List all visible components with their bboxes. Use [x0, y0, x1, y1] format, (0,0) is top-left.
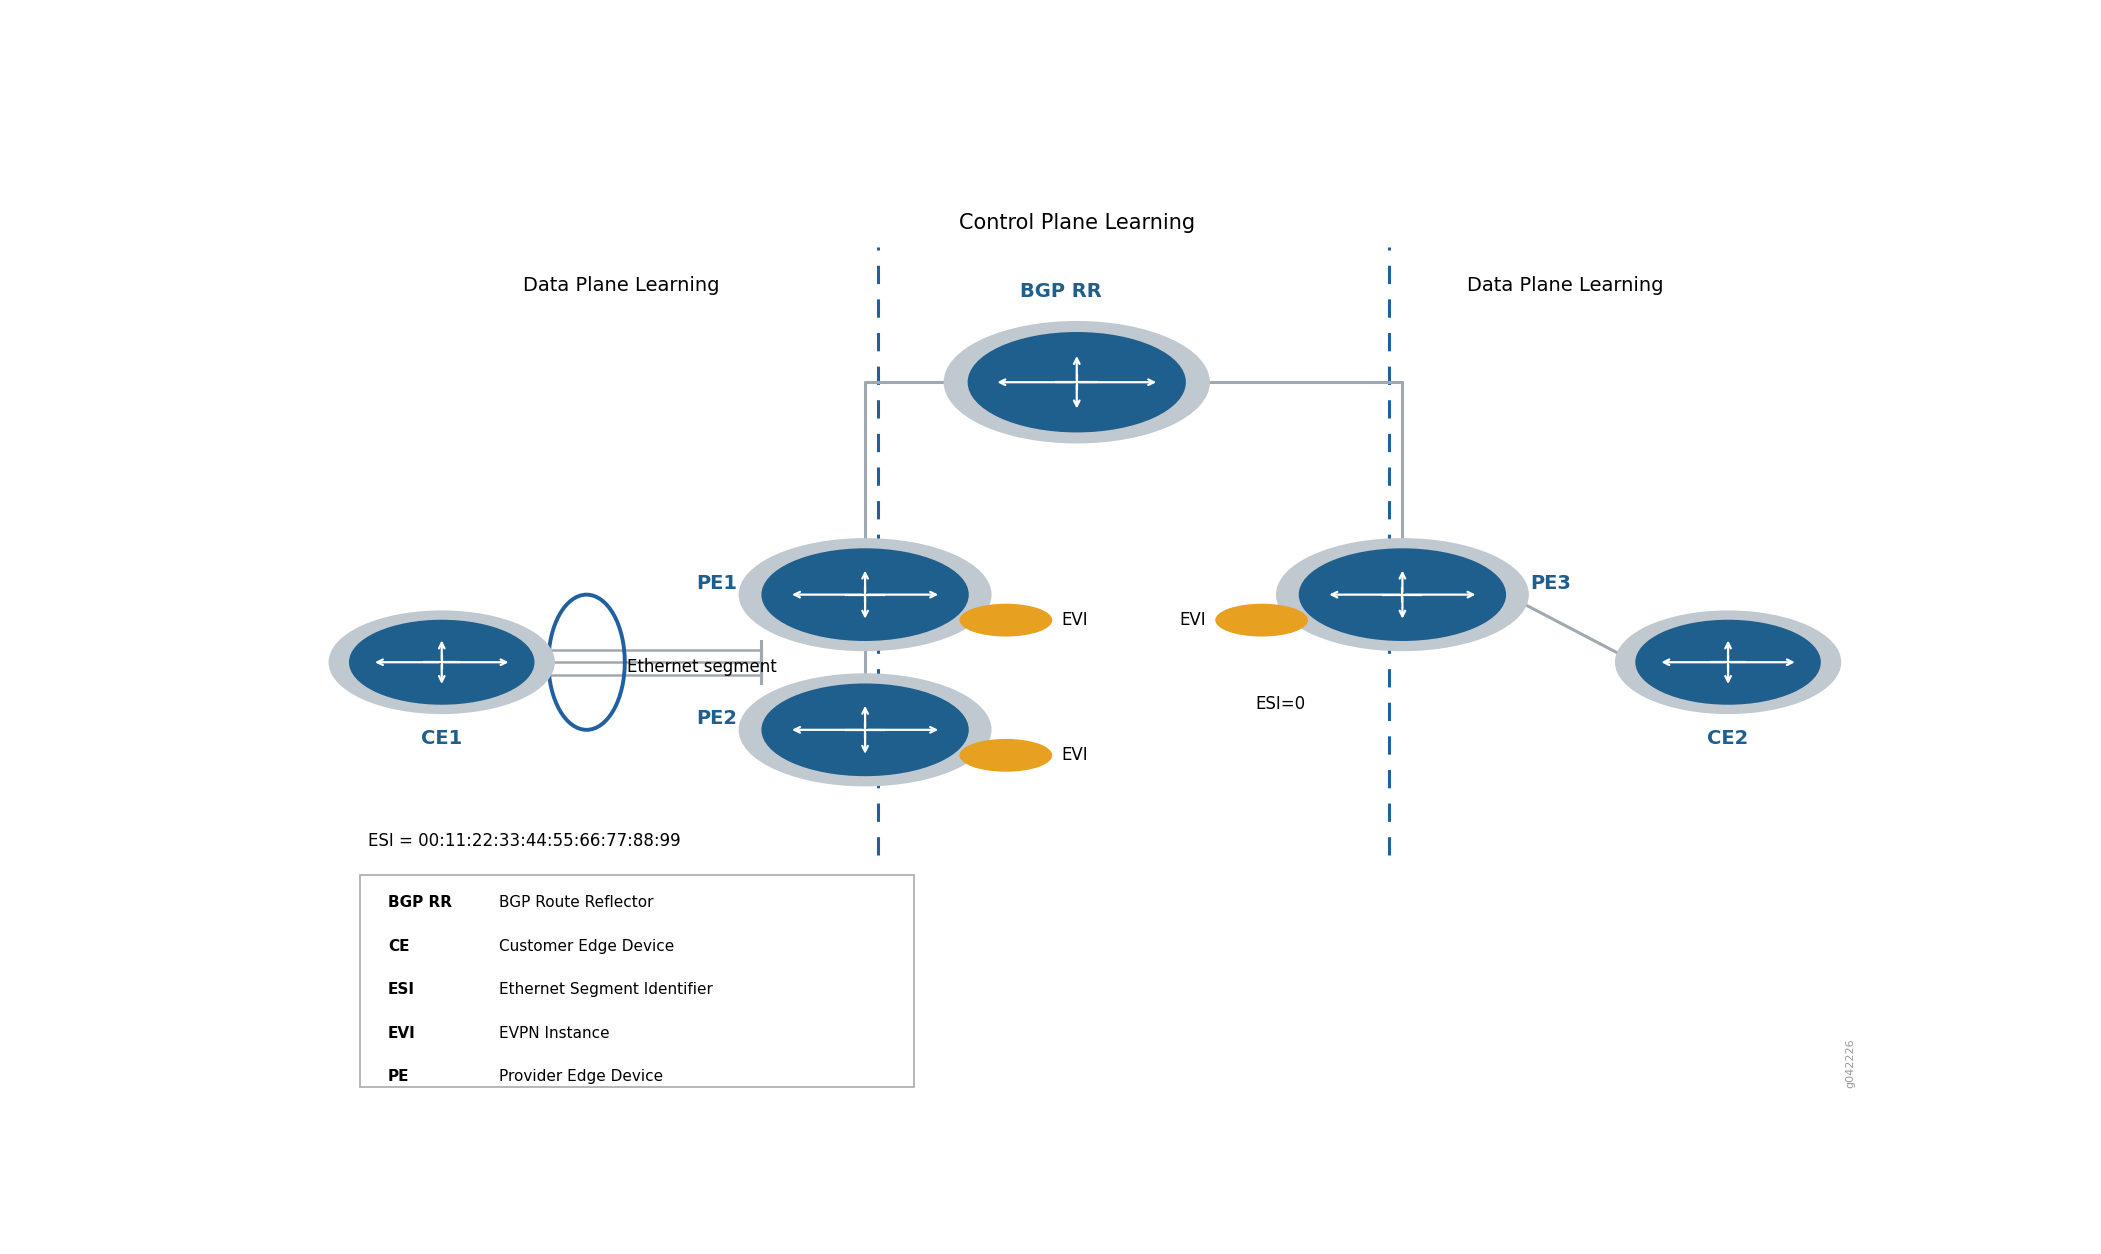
Text: CE2: CE2: [1708, 729, 1748, 747]
Text: CE: CE: [389, 938, 410, 953]
Text: PE1: PE1: [695, 573, 737, 593]
Text: Provider Edge Device: Provider Edge Device: [498, 1068, 662, 1083]
FancyBboxPatch shape: [361, 875, 914, 1087]
Text: Ethernet Segment Identifier: Ethernet Segment Identifier: [498, 982, 712, 997]
Text: g042226: g042226: [1845, 1038, 1855, 1087]
Ellipse shape: [740, 673, 992, 786]
Ellipse shape: [1214, 603, 1309, 637]
Ellipse shape: [1635, 619, 1822, 705]
Ellipse shape: [1275, 538, 1530, 651]
Text: PE3: PE3: [1530, 573, 1572, 593]
Ellipse shape: [349, 619, 534, 705]
Text: EVI: EVI: [1061, 611, 1088, 630]
Ellipse shape: [761, 683, 969, 776]
Ellipse shape: [1298, 548, 1506, 641]
Text: EVPN Instance: EVPN Instance: [498, 1026, 609, 1041]
Text: Data Plane Learning: Data Plane Learning: [1466, 276, 1664, 295]
Text: BGP Route Reflector: BGP Route Reflector: [498, 895, 653, 910]
Ellipse shape: [960, 603, 1053, 637]
Text: CE1: CE1: [420, 729, 462, 747]
Ellipse shape: [1616, 611, 1840, 714]
Ellipse shape: [740, 538, 992, 651]
Ellipse shape: [969, 332, 1185, 433]
Text: BGP RR: BGP RR: [389, 895, 452, 910]
Text: EVI: EVI: [389, 1026, 416, 1041]
Text: ESI: ESI: [389, 982, 416, 997]
Text: PE2: PE2: [695, 709, 737, 727]
Ellipse shape: [328, 611, 555, 714]
Text: Control Plane Learning: Control Plane Learning: [958, 213, 1195, 233]
Text: ESI=0: ESI=0: [1254, 695, 1305, 712]
Text: Ethernet segment: Ethernet segment: [628, 658, 777, 676]
Ellipse shape: [761, 548, 969, 641]
Text: ESI = 00:11:22:33:44:55:66:77:88:99: ESI = 00:11:22:33:44:55:66:77:88:99: [368, 831, 681, 850]
Text: Data Plane Learning: Data Plane Learning: [523, 276, 719, 295]
Text: EVI: EVI: [1179, 611, 1206, 630]
Text: EVI: EVI: [1061, 746, 1088, 765]
Ellipse shape: [960, 739, 1053, 771]
Text: PE: PE: [389, 1068, 410, 1083]
Text: BGP RR: BGP RR: [1019, 282, 1101, 301]
Ellipse shape: [943, 321, 1210, 444]
Text: Customer Edge Device: Customer Edge Device: [498, 938, 674, 953]
